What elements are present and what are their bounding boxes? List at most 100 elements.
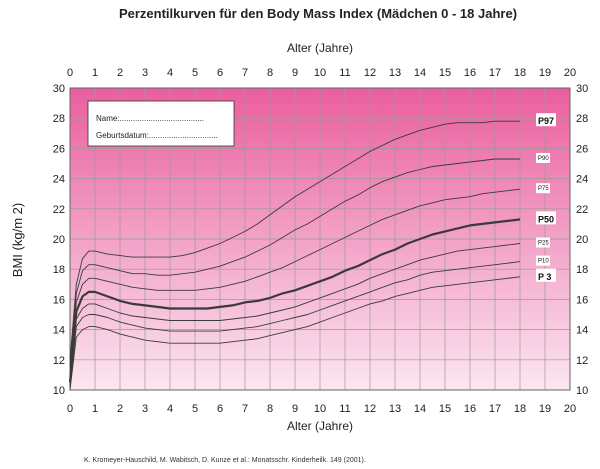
curve-p25 [69, 243, 521, 386]
y-tick-right-10: 30 [576, 83, 588, 95]
y-tick-left-3: 16 [53, 294, 65, 306]
x-tick-bottom-6: 6 [217, 403, 223, 415]
info-box: Name:...................................… [87, 100, 235, 147]
x-tick-top-4: 4 [167, 67, 173, 79]
y-tick-right-0: 10 [576, 385, 588, 397]
curve-p10 [69, 261, 521, 388]
y-tick-left-9: 28 [53, 113, 65, 125]
x-axis-label-top: Alter (Jahre) [287, 41, 353, 55]
x-tick-bottom-11: 11 [339, 403, 350, 415]
source-citation: K. Kromeyer-Hauschild, M. Wabitsch, D. K… [84, 457, 366, 464]
x-tick-bottom-10: 10 [314, 403, 326, 415]
label-p75-bg [536, 183, 550, 194]
label-p90-bg [536, 152, 550, 163]
curve-p90 [69, 158, 520, 368]
x-tick-top-16: 16 [464, 67, 476, 79]
x-tick-bottom-0: 0 [67, 403, 73, 415]
label-p75: P75 [538, 186, 549, 192]
chart-title: Perzentilkurven für den Body Mass Index … [119, 6, 517, 21]
y-tick-right-8: 26 [576, 143, 588, 155]
y-tick-right-1: 12 [576, 355, 588, 367]
y-tick-right-5: 20 [576, 234, 588, 246]
x-tick-bottom-5: 5 [192, 403, 198, 415]
x-tick-top-18: 18 [514, 67, 526, 79]
x-tick-top-10: 10 [314, 67, 326, 79]
plot-frame [69, 87, 571, 391]
y-tick-right-3: 16 [576, 294, 588, 306]
label-p3-bg [536, 268, 556, 282]
x-tick-top-17: 17 [489, 67, 501, 79]
x-tick-top-19: 19 [539, 67, 551, 79]
x-axis-label-bottom: Alter (Jahre) [287, 419, 353, 433]
x-tick-top-12: 12 [364, 67, 376, 79]
label-p50-bg [536, 211, 556, 225]
x-tick-top-14: 14 [414, 67, 426, 79]
x-tick-bottom-1: 1 [92, 403, 98, 415]
x-tick-bottom-14: 14 [414, 403, 426, 415]
x-tick-top-0: 0 [67, 67, 73, 79]
x-tick-top-9: 9 [292, 67, 298, 79]
y-tick-labels-right: 10 12 14 16 18 20 22 24 26 28 30 [576, 83, 588, 397]
x-tick-bottom-17: 17 [489, 403, 501, 415]
y-tick-right-2: 14 [576, 325, 588, 337]
x-tick-top-6: 6 [217, 67, 223, 79]
label-p97-bg [536, 113, 556, 127]
y-tick-left-4: 18 [53, 264, 65, 276]
y-tick-left-2: 14 [53, 325, 65, 337]
curve-p75 [69, 188, 521, 375]
x-tick-bottom-3: 3 [142, 403, 148, 415]
y-tick-right-4: 18 [576, 264, 588, 276]
x-tick-bottom-13: 13 [389, 403, 401, 415]
label-p50: P50 [538, 214, 554, 224]
label-p25: P25 [538, 241, 549, 247]
percentile-curves [68, 120, 521, 391]
label-p90: P90 [538, 156, 549, 162]
x-tick-bottom-19: 19 [539, 403, 551, 415]
y-tick-left-10: 30 [53, 83, 65, 95]
y-tick-left-0: 10 [53, 385, 65, 397]
x-tick-top-1: 1 [92, 67, 98, 79]
y-tick-left-1: 12 [53, 355, 65, 367]
x-tick-bottom-2: 2 [117, 403, 123, 415]
x-tick-top-11: 11 [339, 67, 350, 79]
x-tick-bottom-16: 16 [464, 403, 476, 415]
x-tick-top-3: 3 [142, 67, 148, 79]
name-field-label: Name:...................................… [96, 114, 204, 123]
y-tick-right-9: 28 [576, 113, 588, 125]
x-tick-bottom-20: 20 [564, 403, 576, 415]
x-tick-bottom-8: 8 [267, 403, 273, 415]
x-tick-bottom-15: 15 [439, 403, 451, 415]
label-p3: P 3 [538, 272, 551, 282]
x-tick-bottom-18: 18 [514, 403, 526, 415]
x-tick-top-7: 7 [242, 67, 248, 79]
x-tick-top-15: 15 [439, 67, 451, 79]
curve-p50 [68, 218, 521, 383]
curve-p97 [69, 120, 520, 360]
label-p10-bg [536, 255, 550, 266]
y-tick-labels-left: 10 12 14 16 18 20 22 24 26 28 30 [53, 83, 65, 397]
x-tick-bottom-4: 4 [167, 403, 173, 415]
y-tick-left-8: 26 [53, 143, 65, 155]
y-axis-label: BMI (kg/m 2) [10, 203, 25, 277]
label-p10: P10 [538, 259, 549, 265]
x-tick-top-8: 8 [267, 67, 273, 79]
info-box-frame [87, 100, 235, 147]
curve-p3 [69, 276, 521, 391]
birthdate-field-label: Geburtsdatum:...........................… [96, 131, 218, 140]
x-tick-top-20: 20 [564, 67, 576, 79]
label-p97: P97 [538, 116, 554, 126]
y-tick-left-5: 20 [53, 234, 65, 246]
y-tick-left-7: 24 [53, 174, 65, 186]
x-tick-bottom-12: 12 [364, 403, 376, 415]
x-tick-top-2: 2 [117, 67, 123, 79]
x-tick-top-13: 13 [389, 67, 401, 79]
label-p25-bg [536, 237, 550, 248]
y-tick-left-6: 22 [53, 204, 65, 216]
x-tick-top-5: 5 [192, 67, 198, 79]
y-tick-right-7: 24 [576, 174, 588, 186]
x-tick-labels-top: 0 1 2 3 4 5 6 7 8 9 10 11 12 13 14 15 16 17 18 19 20 [67, 67, 576, 79]
y-tick-right-6: 22 [576, 204, 588, 216]
percentile-labels: P97 P90 P75 P50 P25 P10 P 3 [536, 113, 556, 282]
x-tick-labels-bottom: 0 1 2 3 4 5 6 7 8 9 10 11 12 13 14 15 16 17 18 19 20 [67, 403, 576, 415]
